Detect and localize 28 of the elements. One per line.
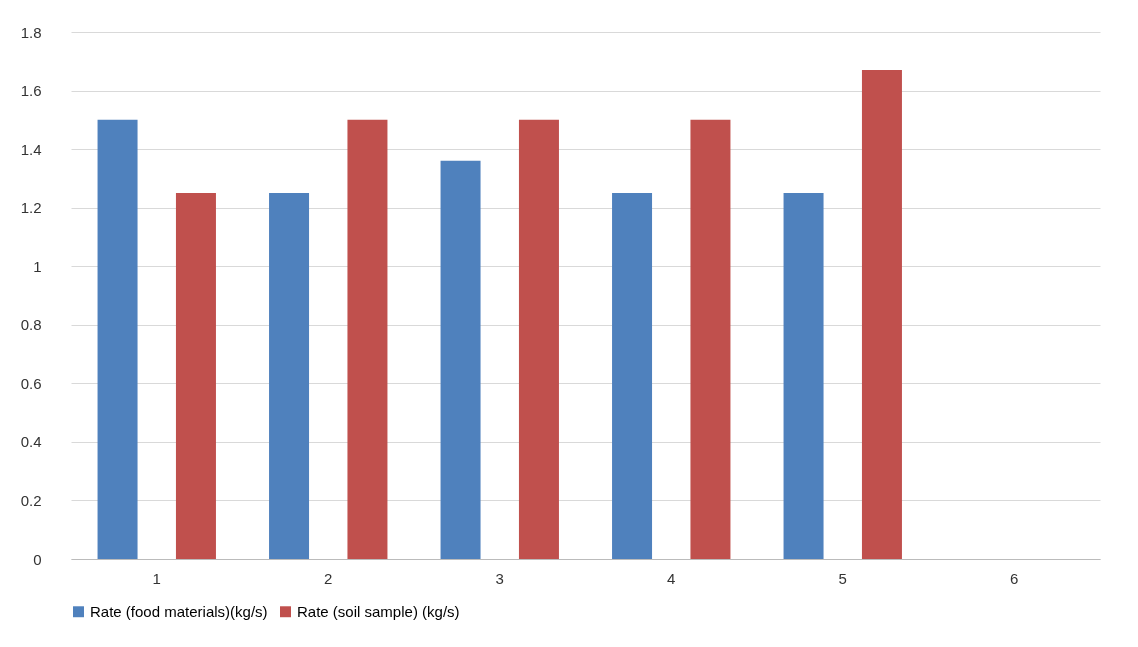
x-tick-label: 3 xyxy=(495,569,504,587)
x-tick-label: 4 xyxy=(667,569,676,587)
y-tick-label: 0.2 xyxy=(20,491,42,509)
bar xyxy=(347,119,388,559)
bar xyxy=(269,193,310,559)
bar xyxy=(690,119,731,559)
x-tick-label: 5 xyxy=(838,569,847,587)
x-tick-label: 1 xyxy=(152,569,161,587)
y-tick-label: 1.8 xyxy=(20,23,42,41)
y-tick-label: 1.6 xyxy=(20,82,42,100)
y-tick-label: 0 xyxy=(33,550,42,568)
bar xyxy=(861,70,902,559)
y-tick-label: 0.8 xyxy=(20,316,42,334)
bar xyxy=(440,160,481,559)
bar xyxy=(783,193,824,559)
bar xyxy=(97,119,138,559)
y-tick-label: 1 xyxy=(33,257,42,275)
y-tick-label: 0.6 xyxy=(20,374,42,392)
y-tick-label: 1.4 xyxy=(20,140,42,158)
legend-label: Rate (food materials)(kg/s) xyxy=(90,602,268,620)
x-tick-label: 6 xyxy=(1010,569,1019,587)
bar xyxy=(518,119,559,559)
y-tick-label: 1.2 xyxy=(20,199,42,217)
legend-label: Rate (soil sample) (kg/s) xyxy=(297,602,460,620)
y-tick-label: 0.4 xyxy=(20,433,42,451)
bar xyxy=(175,193,216,559)
x-tick-label: 2 xyxy=(324,569,333,587)
bar xyxy=(612,193,653,559)
